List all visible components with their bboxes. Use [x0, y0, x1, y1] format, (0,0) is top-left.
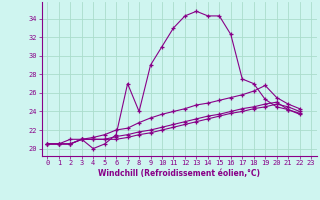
X-axis label: Windchill (Refroidissement éolien,°C): Windchill (Refroidissement éolien,°C): [98, 169, 260, 178]
